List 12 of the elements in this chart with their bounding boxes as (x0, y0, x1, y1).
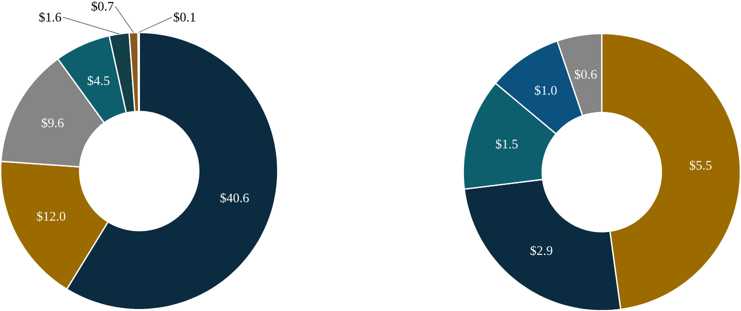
data-label: $0.6 (574, 69, 597, 80)
data-label: $40.6 (220, 192, 249, 203)
data-label: $12.0 (37, 210, 66, 222)
data-label: $0.1 (174, 12, 196, 22)
data-label: $1.5 (496, 138, 518, 150)
data-label: $2.9 (530, 245, 552, 256)
data-label: $9.6 (42, 118, 64, 128)
data-label: $0.7 (92, 0, 114, 12)
data-label: $1.6 (39, 12, 62, 22)
data-label: $1.0 (534, 85, 557, 96)
data-label: $5.5 (690, 160, 712, 170)
data-label: $4.5 (88, 75, 110, 86)
